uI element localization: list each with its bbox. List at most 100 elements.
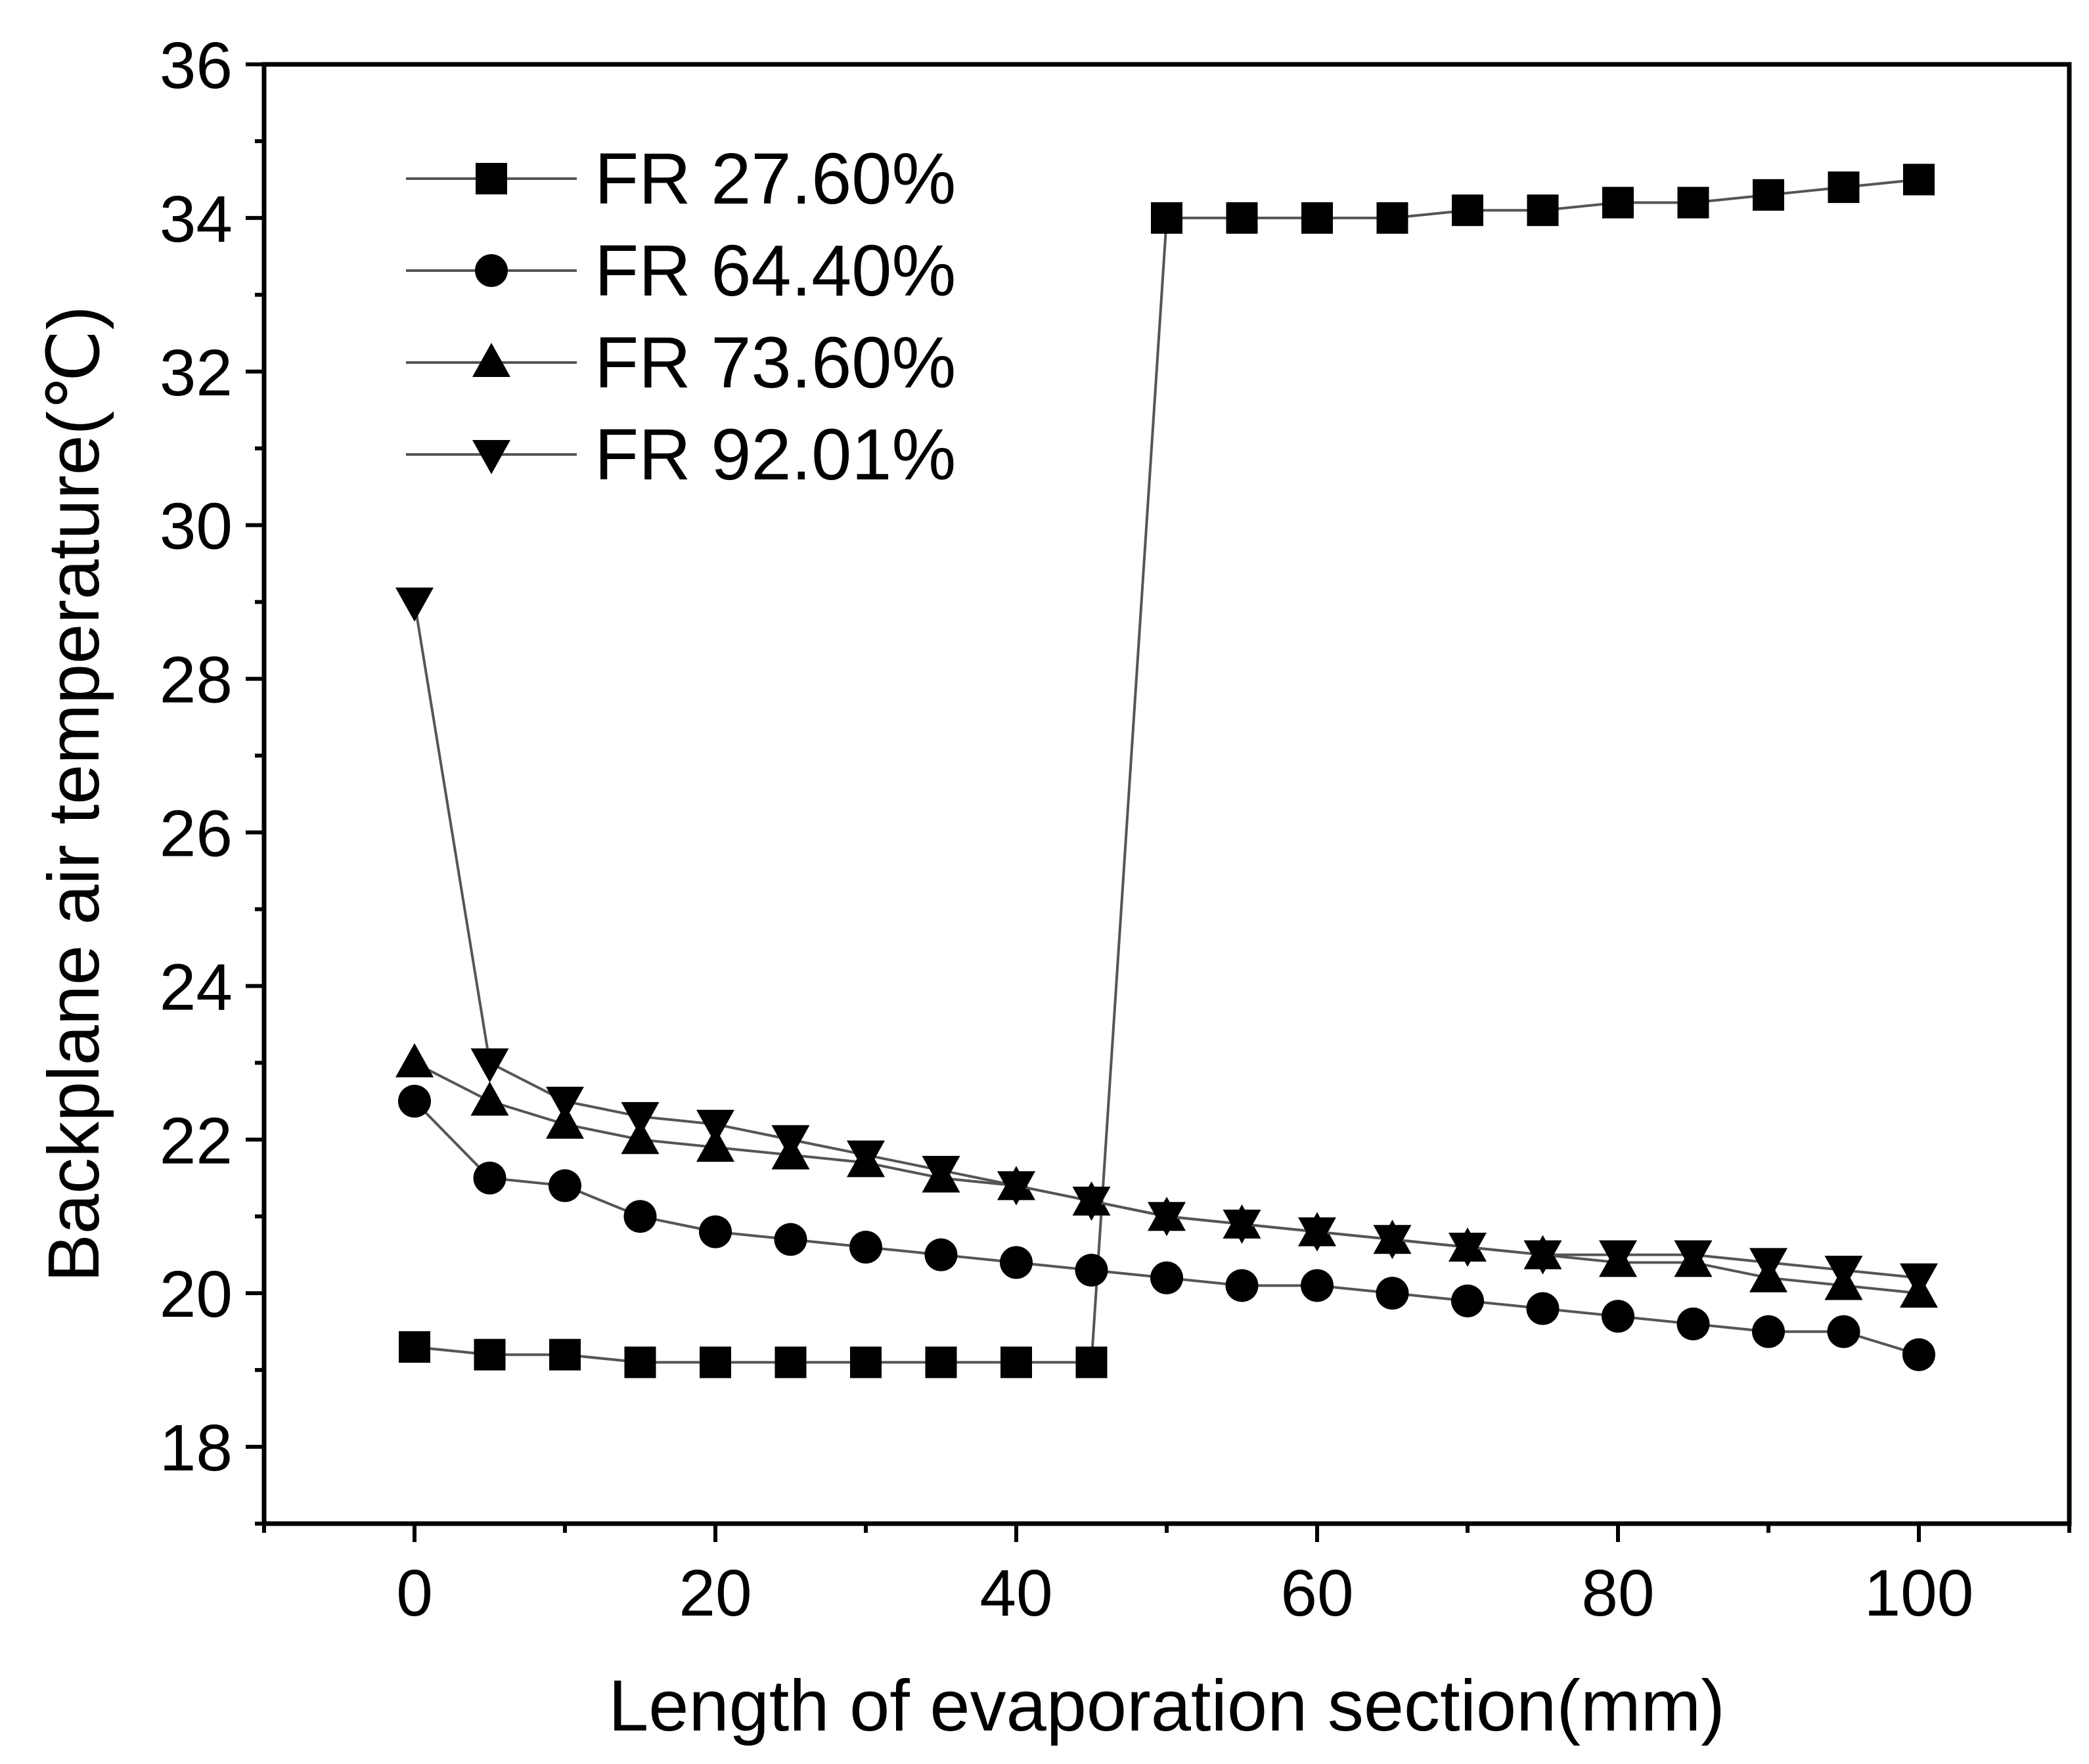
- y-tick-label: 30: [160, 490, 233, 563]
- data-point: [549, 1169, 581, 1202]
- series-1: [399, 164, 1935, 1378]
- data-point: [1676, 1307, 1710, 1340]
- data-point: [546, 1086, 584, 1121]
- data-point: [924, 1238, 958, 1271]
- data-point: [1449, 1232, 1487, 1267]
- data-point: [849, 1230, 882, 1264]
- data-point: [847, 1140, 885, 1175]
- data-point: [1526, 1292, 1560, 1325]
- data-point: [1902, 1338, 1935, 1371]
- x-tick-label: 80: [1581, 1556, 1654, 1630]
- legend: FR 27.60% FR 64.40% FR 73.60% FR 92.01%: [406, 139, 956, 495]
- legend-label: FR 73.60%: [595, 322, 956, 403]
- data-point: [696, 1127, 734, 1162]
- data-point: [1903, 164, 1935, 196]
- legend-label: FR 92.01%: [595, 414, 956, 495]
- y-tick-label: 24: [160, 950, 233, 1024]
- legend-marker: [472, 440, 510, 474]
- data-point: [546, 1104, 584, 1139]
- data-point: [1451, 1284, 1484, 1317]
- data-point: [395, 587, 434, 622]
- data-point: [1376, 1277, 1409, 1310]
- legend-marker: [476, 163, 507, 194]
- data-point: [1072, 1186, 1111, 1221]
- data-point: [1148, 1202, 1186, 1237]
- data-point: [621, 1102, 660, 1137]
- data-point: [1301, 202, 1333, 234]
- y-tick-label: 18: [160, 1411, 233, 1485]
- y-tick-label: 22: [160, 1104, 233, 1178]
- data-point: [922, 1156, 960, 1191]
- data-point: [925, 1346, 957, 1378]
- data-point: [1452, 194, 1483, 227]
- data-point: [1000, 1246, 1033, 1279]
- data-point: [1298, 1217, 1336, 1252]
- data-point: [1824, 1256, 1863, 1290]
- data-point: [774, 1223, 807, 1256]
- data-point: [1527, 194, 1559, 227]
- data-point: [1753, 179, 1784, 211]
- series-layer: [395, 164, 1938, 1378]
- x-tick-label: 0: [396, 1556, 433, 1630]
- data-point: [1828, 171, 1860, 204]
- legend-marker: [475, 254, 508, 287]
- data-point: [1749, 1248, 1787, 1283]
- legend-item: FR 64.40%: [406, 231, 956, 311]
- data-point: [1827, 1315, 1860, 1348]
- data-point: [700, 1346, 731, 1378]
- data-point: [699, 1215, 732, 1248]
- data-point: [398, 1084, 431, 1118]
- data-point: [997, 1171, 1035, 1206]
- data-point: [623, 1200, 657, 1233]
- y-tick-label: 32: [160, 336, 233, 410]
- data-point: [1602, 187, 1634, 219]
- data-point: [399, 1331, 430, 1363]
- series-line: [413, 602, 1920, 1279]
- series-4: [395, 587, 1938, 1298]
- data-point: [1523, 1240, 1562, 1275]
- data-point: [1602, 1300, 1634, 1333]
- data-point: [1075, 1346, 1108, 1378]
- legend-label: FR 64.40%: [595, 231, 956, 311]
- data-point: [624, 1346, 656, 1378]
- y-tick-label: 34: [160, 183, 233, 256]
- legend-item: FR 27.60%: [406, 139, 956, 219]
- data-point: [1225, 1269, 1259, 1302]
- y-tick-label: 36: [160, 29, 233, 102]
- data-point: [470, 1048, 509, 1083]
- data-point: [1599, 1240, 1637, 1275]
- plot-frame: [261, 62, 2072, 1526]
- data-point: [621, 1120, 660, 1155]
- legend-marker: [472, 343, 510, 377]
- data-point: [395, 1043, 434, 1078]
- data-point: [1677, 187, 1709, 219]
- data-point: [473, 1161, 506, 1195]
- y-tick-label: 20: [160, 1258, 233, 1331]
- axis-ticks: 18 20 22 24 26 28 30 32 34 36 0 20 40 60 80 100: [160, 29, 2071, 1630]
- x-tick-label: 100: [1864, 1556, 1974, 1630]
- data-point: [1900, 1263, 1938, 1298]
- x-tick-label: 40: [979, 1556, 1052, 1630]
- data-point: [1301, 1269, 1334, 1302]
- data-point: [1000, 1346, 1032, 1378]
- x-tick-label: 60: [1280, 1556, 1353, 1630]
- data-point: [850, 1346, 882, 1378]
- data-point: [474, 1338, 506, 1371]
- data-point: [696, 1109, 734, 1144]
- data-point: [1752, 1315, 1785, 1348]
- data-point: [775, 1346, 807, 1378]
- y-tick-label: 28: [160, 644, 233, 717]
- legend-item: FR 92.01%: [406, 414, 956, 495]
- data-point: [1075, 1254, 1108, 1287]
- data-point: [1373, 1225, 1412, 1260]
- y-axis-label: Backplane air temperature(℃): [34, 306, 114, 1283]
- data-point: [771, 1125, 810, 1160]
- data-point: [1226, 202, 1258, 234]
- y-tick-label: 26: [160, 797, 233, 870]
- data-point: [1376, 202, 1408, 234]
- x-tick-label: 20: [679, 1556, 752, 1630]
- data-point: [1150, 1261, 1183, 1294]
- data-point: [1223, 1209, 1261, 1244]
